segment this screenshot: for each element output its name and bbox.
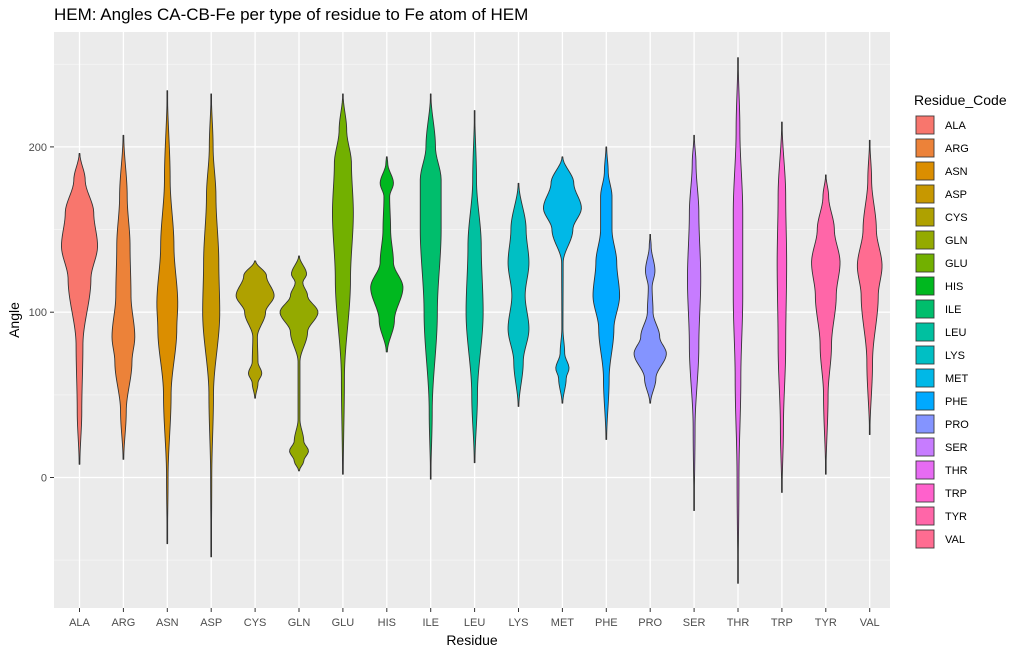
- y-tick-label: 200: [29, 142, 47, 154]
- violin-lys: [507, 182, 530, 407]
- x-tick-label-asn: ASN: [156, 617, 179, 629]
- y-tick-label: 0: [41, 473, 47, 485]
- violin-leu: [465, 110, 484, 464]
- legend-swatch-met: [915, 368, 935, 388]
- x-tick-label-ala: ALA: [69, 617, 90, 629]
- legend-label-trp: TRP: [945, 488, 967, 500]
- violin-ala: [61, 153, 98, 465]
- legend-label-thr: THR: [945, 465, 968, 477]
- legend-label-arg: ARG: [945, 143, 969, 155]
- x-axis-title: Residue: [446, 632, 498, 648]
- legend-title: Residue_Code: [914, 92, 1007, 108]
- legend-label-ile: ILE: [945, 304, 962, 316]
- legend-swatch-ala: [915, 115, 935, 135]
- x-tick-label-lys: LYS: [509, 617, 529, 629]
- legend-swatch-asp: [915, 184, 935, 204]
- violin-ile: [419, 93, 442, 480]
- y-axis: 0 100 200: [29, 142, 54, 485]
- violin-trp: [776, 121, 788, 493]
- x-tick-label-cys: CYS: [244, 617, 267, 629]
- legend-label-phe: PHE: [945, 396, 968, 408]
- legend-label-glu: GLU: [945, 258, 968, 270]
- legend-swatch-lys: [915, 345, 935, 365]
- x-tick-label-glu: GLU: [332, 617, 355, 629]
- y-tick-label: 100: [29, 307, 47, 319]
- violin-val: [856, 139, 883, 435]
- legend-swatch-trp: [915, 483, 935, 503]
- legend-label-pro: PRO: [945, 419, 969, 431]
- legend-swatch-ser: [915, 437, 935, 457]
- violins: [61, 57, 883, 584]
- x-tick-label-pro: PRO: [638, 617, 662, 629]
- legend-swatch-tyr: [915, 506, 935, 526]
- x-tick-label-leu: LEU: [464, 617, 485, 629]
- legend-swatch-phe: [915, 391, 935, 411]
- violin-cys: [235, 260, 275, 399]
- legend-label-val: VAL: [945, 534, 965, 546]
- legend-label-ser: SER: [945, 442, 968, 454]
- x-tick-label-asp: ASP: [200, 617, 222, 629]
- legend-swatch-thr: [915, 460, 935, 480]
- legend-swatch-arg: [915, 138, 935, 158]
- violin-arg: [111, 134, 136, 460]
- legend-swatch-asn: [915, 161, 935, 181]
- violin-met: [542, 156, 582, 404]
- violin-gln: [279, 255, 319, 472]
- violin-pro: [633, 234, 667, 404]
- violin-glu: [332, 93, 354, 475]
- violin-phe: [592, 146, 621, 440]
- x-tick-label-trp: TRP: [771, 617, 793, 629]
- legend-swatch-pro: [915, 414, 935, 434]
- legend-label-leu: LEU: [945, 327, 966, 339]
- x-tick-label-ile: ILE: [422, 617, 439, 629]
- legend-swatch-gln: [915, 230, 935, 250]
- violin-tyr: [811, 174, 841, 475]
- legend-label-tyr: TYR: [945, 511, 967, 523]
- chart-title: HEM: Angles CA-CB-Fe per type of residue…: [54, 5, 528, 24]
- legend-swatch-glu: [915, 253, 935, 273]
- x-tick-label-phe: PHE: [595, 617, 618, 629]
- legend-label-his: HIS: [945, 281, 963, 293]
- legend-swatch-his: [915, 276, 935, 296]
- violin-asn: [156, 90, 179, 545]
- violin-thr: [732, 57, 744, 584]
- legend-label-cys: CYS: [945, 212, 968, 224]
- legend-swatch-cys: [915, 207, 935, 227]
- x-tick-label-gln: GLN: [288, 617, 311, 629]
- legend-label-met: MET: [945, 373, 969, 385]
- x-tick-label-met: MET: [551, 617, 575, 629]
- legend-swatch-val: [915, 529, 935, 549]
- x-tick-label-his: HIS: [378, 617, 396, 629]
- legend-label-lys: LYS: [945, 350, 965, 362]
- x-axis: ALA ARG ASN ASP CYS GLN GLU HIS ILE LEU LYS MET PHE P…: [69, 608, 880, 629]
- legend-label-gln: GLN: [945, 235, 968, 247]
- x-tick-label-thr: THR: [727, 617, 750, 629]
- violin-ser: [687, 134, 702, 512]
- x-tick-label-ser: SER: [683, 617, 706, 629]
- legend-label-asn: ASN: [945, 166, 968, 178]
- violin-his: [370, 156, 404, 353]
- violin-asp: [202, 93, 221, 558]
- legend-swatch-ile: [915, 299, 935, 319]
- x-tick-label-arg: ARG: [111, 617, 135, 629]
- x-tick-label-val: VAL: [860, 617, 880, 629]
- legend-swatch-leu: [915, 322, 935, 342]
- y-axis-title: Angle: [6, 302, 22, 338]
- legend-label-ala: ALA: [945, 120, 966, 132]
- legend-label-asp: ASP: [945, 189, 967, 201]
- legend: Residue_Code ALA ARG ASN ASP CYS GLN GLU HIS ILE…: [914, 92, 1007, 549]
- x-tick-label-tyr: TYR: [815, 617, 837, 629]
